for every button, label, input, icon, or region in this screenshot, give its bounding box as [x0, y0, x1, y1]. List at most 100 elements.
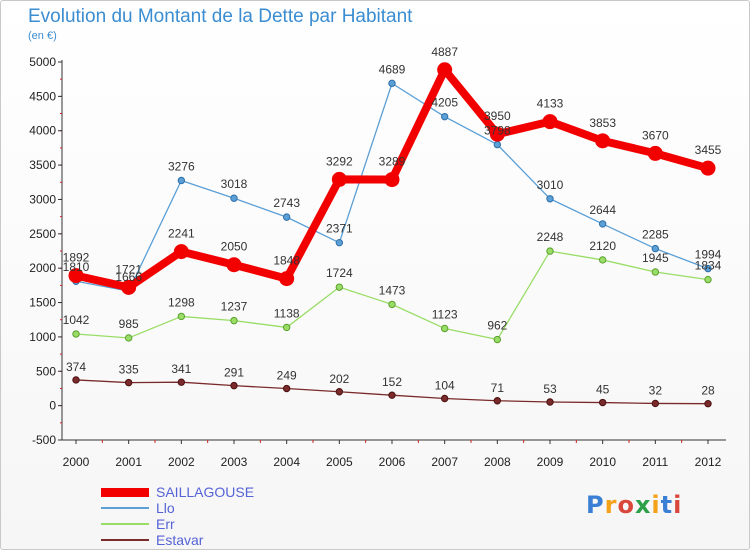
x-tick-label: 2007	[431, 455, 458, 469]
data-label-err: 985	[119, 317, 139, 331]
data-point-llo	[598, 220, 607, 228]
y-tick-label: 4000	[29, 124, 56, 138]
data-label-llo: 3798	[484, 124, 511, 138]
legend-label: Err	[156, 516, 175, 532]
data-label-saillagouse: 1848	[273, 254, 300, 268]
data-label-estavar: 249	[277, 369, 297, 383]
data-label-err: 1724	[326, 266, 353, 280]
brand-letter: x	[634, 491, 652, 519]
brand-letter: P	[586, 491, 605, 519]
data-label-llo: 1810	[63, 260, 90, 274]
legend-item-err: Err	[101, 516, 321, 532]
data-point-err	[388, 300, 396, 309]
legend-label: Estavar	[156, 532, 204, 548]
data-label-err: 2248	[537, 230, 564, 244]
data-point-estavar	[230, 381, 238, 390]
data-point-estavar	[704, 400, 712, 408]
data-point-err	[177, 312, 186, 321]
data-label-saillagouse: 2050	[221, 240, 248, 254]
x-tick-label: 2009	[537, 455, 564, 469]
x-tick-label: 2004	[273, 455, 300, 469]
data-label-estavar: 152	[382, 375, 402, 389]
data-point-saillagouse	[226, 257, 242, 273]
data-point-saillagouse	[542, 114, 558, 130]
x-tick-label: 2002	[168, 455, 195, 469]
data-label-err: 2120	[589, 239, 616, 253]
data-label-saillagouse: 3455	[695, 143, 722, 157]
legend-swatch	[101, 507, 149, 509]
data-point-llo	[440, 112, 449, 121]
data-point-llo	[388, 79, 396, 88]
data-label-estavar: 71	[491, 381, 505, 395]
brand-letter: i	[673, 491, 683, 519]
y-tick-label: 4500	[29, 89, 56, 103]
data-point-err	[124, 334, 133, 342]
brand-logo: Proxiti	[586, 491, 682, 519]
data-point-estavar	[177, 378, 186, 386]
y-tick-label: 500	[36, 364, 56, 378]
legend-swatch	[101, 523, 149, 525]
data-point-estavar	[493, 397, 502, 405]
data-label-saillagouse: 3670	[642, 128, 669, 142]
data-label-estavar: 341	[171, 362, 191, 376]
data-point-err	[282, 323, 291, 332]
data-label-err: 1298	[168, 295, 195, 309]
data-label-llo: 1994	[695, 248, 722, 262]
data-point-llo	[651, 244, 660, 253]
data-label-saillagouse: 3853	[589, 116, 616, 130]
y-tick-label: 1500	[29, 296, 56, 310]
data-label-saillagouse: 1721	[115, 262, 142, 276]
data-label-llo: 2285	[642, 228, 669, 242]
legend-item-estavar: Estavar	[101, 532, 321, 548]
data-label-saillagouse: 3292	[326, 154, 353, 168]
data-label-llo: 4689	[379, 62, 406, 76]
data-label-estavar: 28	[701, 384, 715, 398]
data-label-estavar: 335	[119, 363, 139, 377]
data-label-llo: 2743	[273, 196, 300, 210]
data-point-estavar	[124, 378, 133, 387]
data-label-estavar: 53	[543, 382, 557, 396]
data-label-err: 1945	[642, 251, 669, 265]
data-point-saillagouse	[173, 244, 189, 260]
data-label-saillagouse: 2241	[168, 227, 195, 241]
data-point-llo	[282, 213, 291, 221]
data-point-err	[72, 330, 80, 338]
data-point-saillagouse	[595, 133, 611, 149]
y-tick-label: 1000	[29, 330, 56, 344]
data-point-estavar	[546, 398, 554, 406]
data-label-llo: 2644	[589, 203, 616, 217]
chart-title: Evolution du Montant de la Dette par Hab…	[28, 6, 413, 27]
data-point-estavar	[651, 399, 660, 408]
data-point-saillagouse	[279, 271, 295, 287]
data-point-estavar	[440, 394, 449, 403]
chart-subtitle: (en €)	[28, 30, 57, 42]
data-label-err: 1237	[221, 300, 248, 314]
y-tick-label: 0	[49, 399, 56, 413]
data-point-estavar	[72, 376, 80, 384]
data-label-llo: 3018	[221, 177, 248, 191]
legend-swatch	[101, 539, 149, 541]
data-label-err: 1473	[379, 283, 406, 297]
data-label-estavar: 104	[435, 378, 455, 392]
data-point-err	[440, 324, 449, 333]
x-tick-label: 2011	[642, 455, 668, 469]
data-label-saillagouse: 4133	[537, 97, 564, 111]
data-point-saillagouse	[437, 62, 453, 78]
data-point-err	[651, 268, 660, 276]
data-point-llo	[704, 264, 712, 273]
data-point-llo	[230, 194, 238, 202]
y-tick-label: 2000	[29, 261, 56, 275]
x-tick-label: 2001	[115, 455, 142, 469]
data-point-err	[335, 283, 344, 291]
data-label-estavar: 32	[649, 383, 663, 397]
data-point-saillagouse	[68, 268, 84, 284]
data-label-saillagouse: 3950	[484, 109, 511, 123]
data-point-err	[546, 247, 554, 255]
data-point-err	[493, 335, 502, 344]
x-tick-label: 2000	[63, 455, 90, 469]
data-point-saillagouse	[647, 145, 663, 161]
data-label-estavar: 202	[329, 372, 349, 386]
data-label-llo: 2371	[326, 222, 353, 236]
data-label-err: 1123	[432, 307, 458, 321]
y-tick-label: -500	[32, 433, 56, 447]
